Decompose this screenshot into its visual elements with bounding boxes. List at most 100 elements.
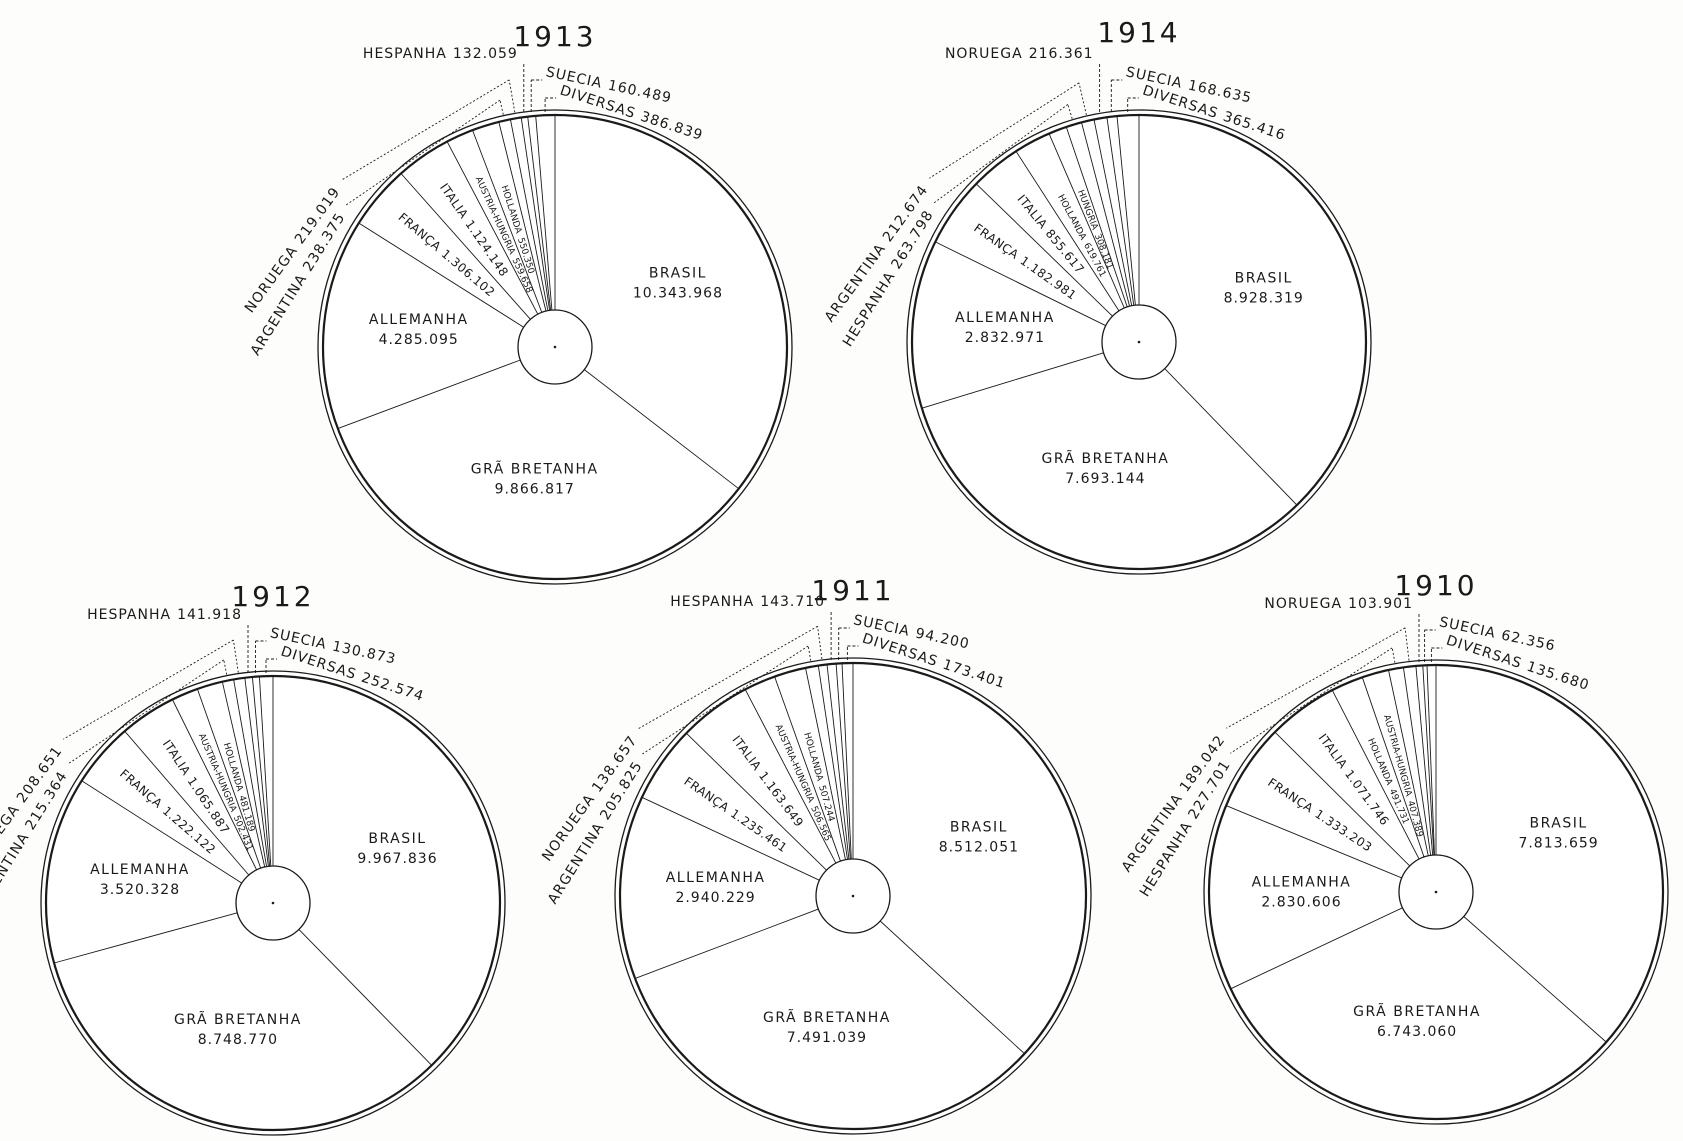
slice-divider-italia <box>400 173 531 320</box>
pie-chart-1912: 1912 BRASIL 9.967.836 GRÃ BRETANHA 8.748.770… <box>0 580 506 1136</box>
slice-divider-hollanda <box>1015 150 1120 312</box>
slice-divider-noruega <box>509 119 549 311</box>
slice-label-gra-bretanha: GRÃ BRETANHA <box>471 461 599 478</box>
slice-divider-hespanha <box>244 677 269 867</box>
slice-divider-noruega <box>233 679 268 867</box>
slice-value-allemanha: 4.285.095 <box>379 332 459 348</box>
slice-divider-hespanha <box>1065 126 1128 308</box>
slice-divider-suecia <box>1422 665 1435 856</box>
slice-label-gra-bretanha: GRÃ BRETANHA <box>1353 1003 1481 1020</box>
slice-label-brasil: BRASIL <box>1235 271 1293 287</box>
slice-name: NORUEGA <box>1264 596 1342 612</box>
slice-value-hespanha: 143.710 <box>760 594 825 610</box>
slice-label-gra-bretanha: GRÃ BRETANHA <box>174 1011 302 1028</box>
pie-hub-dot <box>1434 890 1438 894</box>
chart-title: 1913 <box>513 20 596 53</box>
slice-divider-argentina <box>1402 667 1432 856</box>
slice-label-allemanha: ALLEMANHA <box>666 870 766 886</box>
pie-hub-dot <box>553 345 557 349</box>
pie-chart-1911: 1911 BRASIL 8.512.051 GRÃ BRETANHA 7.491.039… <box>539 574 1092 1135</box>
chart-title: 1911 <box>811 574 894 607</box>
slice-divider-franca <box>1225 805 1402 879</box>
slice-value-allemanha: 2.940.229 <box>675 890 755 906</box>
slice-value-hespanha: 141.918 <box>177 607 242 623</box>
leader-line <box>232 639 239 673</box>
slice-value-brasil: 7.813.659 <box>1518 836 1598 852</box>
slice-divider-austria-hungria <box>744 689 837 864</box>
outer-label-hespanha: HESPANHA 141.918 <box>87 607 242 623</box>
leader-line <box>1067 104 1073 119</box>
slice-value-suecia: 62.356 <box>1500 627 1557 654</box>
slice-divider-italia <box>1274 731 1411 867</box>
chart-title: 1912 <box>231 580 314 613</box>
slice-divider-argentina <box>221 681 266 868</box>
slice-value-noruega: 103.901 <box>1348 596 1413 612</box>
slice-divider-allemanha <box>634 908 819 979</box>
slice-value-gra-bretanha: 9.866.817 <box>495 482 575 498</box>
pie-chart-1914: 1914 BRASIL 8.928.319 GRÃ BRETANHA 7.693.144… <box>822 16 1372 575</box>
slice-value-allemanha: 2.832.971 <box>965 330 1045 346</box>
slice-divider-gra-bretanha <box>1463 916 1607 1043</box>
slice-name: HESPANHA <box>670 594 754 610</box>
slice-divider-allemanha <box>337 359 521 430</box>
slice-divider-hespanha <box>1388 669 1429 856</box>
leader-line <box>642 645 809 755</box>
slice-divider-hespanha <box>826 664 850 860</box>
leader-line <box>1404 627 1410 661</box>
slice-value-gra-bretanha: 6.743.060 <box>1377 1024 1457 1040</box>
leader-line <box>1230 647 1393 754</box>
slice-name: HESPANHA <box>363 46 447 62</box>
slice-divider-hollanda <box>774 676 841 862</box>
pie-hub-dot <box>851 894 855 898</box>
leader-line <box>929 82 1080 179</box>
slice-label-allemanha: ALLEMANHA <box>955 310 1055 326</box>
slice-label-brasil: BRASIL <box>368 831 426 847</box>
slice-divider-franca <box>935 241 1106 327</box>
slice-divider-noruega <box>1093 119 1133 306</box>
slice-value-brasil: 8.512.051 <box>939 840 1019 856</box>
chart-title: 1914 <box>1097 16 1180 49</box>
slice-value-brasil: 10.343.968 <box>633 286 723 302</box>
outer-label-hespanha: HESPANHA 143.710 <box>670 594 825 610</box>
slice-divider-italia <box>685 732 827 871</box>
outer-label-noruega: NORUEGA 103.901 <box>1264 596 1413 612</box>
slice-divider-argentina <box>498 121 547 312</box>
slice-divider-austria-hungria <box>446 141 539 315</box>
slice-label-allemanha: ALLEMANHA <box>90 862 190 878</box>
leader-line <box>817 626 823 660</box>
slice-label-brasil: BRASIL <box>1530 816 1588 832</box>
pie-hub-dot <box>1137 340 1141 344</box>
slice-divider-gra-bretanha <box>879 920 1025 1055</box>
slice-divider-diversas <box>535 115 553 311</box>
pie-chart-1913: 1913 BRASIL 10.343.968 GRÃ BRETANHA 9.866.81… <box>242 20 793 585</box>
slice-label-allemanha: ALLEMANHA <box>1252 874 1352 890</box>
leader-line <box>67 659 225 765</box>
slice-divider-gra-bretanha <box>1164 368 1298 506</box>
slice-divider-suecia <box>527 116 552 311</box>
slice-divider-noruega <box>1415 665 1434 856</box>
slice-divider-noruega <box>817 665 848 860</box>
slice-divider-franca <box>358 222 524 328</box>
leader-line <box>341 79 510 181</box>
outer-label-hespanha: HESPANHA 132.059 <box>363 46 518 62</box>
slice-divider-franca <box>641 796 820 881</box>
slice-value-brasil: 9.967.836 <box>357 851 437 867</box>
slice-divider-hollanda <box>1331 689 1420 860</box>
slice-divider-austria-hungria <box>1361 677 1425 858</box>
slice-divider-austria-hungria <box>171 699 258 870</box>
leader-line <box>345 99 501 206</box>
slice-divider-suecia <box>251 676 271 867</box>
outer-label-noruega: NORUEGA 216.361 <box>945 46 1094 62</box>
slice-divider-hollanda <box>472 129 543 313</box>
slice-value-brasil: 8.928.319 <box>1224 291 1304 307</box>
slice-divider-italia <box>975 183 1113 317</box>
slice-value-allemanha: 2.830.606 <box>1261 894 1341 910</box>
slice-value-hespanha: 132.059 <box>453 46 518 62</box>
slice-name: NORUEGA <box>945 46 1023 62</box>
slice-divider-gra-bretanha <box>584 369 739 490</box>
slice-divider-gra-bretanha <box>298 929 433 1066</box>
slice-divider-allemanha <box>1230 907 1403 990</box>
leader-line <box>1391 647 1396 663</box>
slice-value-noruega: 216.361 <box>1029 46 1094 62</box>
